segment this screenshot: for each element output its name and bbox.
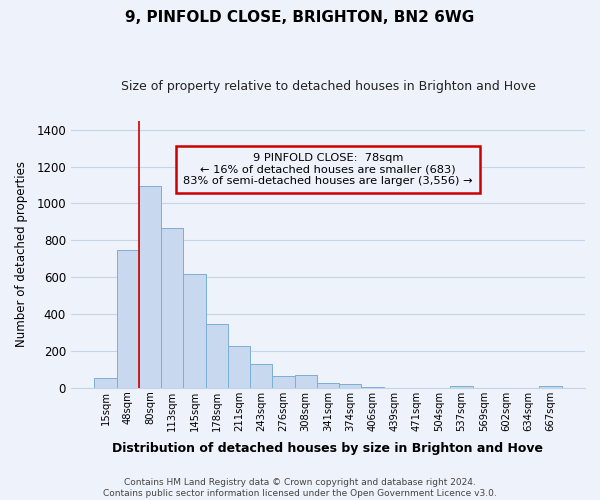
Bar [250,364,272,388]
Bar [272,376,295,388]
Text: 9 PINFOLD CLOSE:  78sqm
← 16% of detached houses are smaller (683)
83% of semi-d: 9 PINFOLD CLOSE: 78sqm ← 16% of detached… [183,152,473,186]
Bar [206,324,228,388]
Bar [161,228,184,388]
Bar [94,378,116,388]
Bar [184,274,206,388]
Bar [361,387,383,388]
Bar [339,384,361,388]
Bar [228,346,250,388]
Text: 9, PINFOLD CLOSE, BRIGHTON, BN2 6WG: 9, PINFOLD CLOSE, BRIGHTON, BN2 6WG [125,10,475,25]
Bar [295,375,317,388]
Bar [451,386,473,388]
Y-axis label: Number of detached properties: Number of detached properties [15,161,28,347]
Title: Size of property relative to detached houses in Brighton and Hove: Size of property relative to detached ho… [121,80,535,93]
Bar [539,386,562,388]
X-axis label: Distribution of detached houses by size in Brighton and Hove: Distribution of detached houses by size … [112,442,544,455]
Bar [116,250,139,388]
Bar [317,383,339,388]
Bar [139,186,161,388]
Text: Contains HM Land Registry data © Crown copyright and database right 2024.
Contai: Contains HM Land Registry data © Crown c… [103,478,497,498]
